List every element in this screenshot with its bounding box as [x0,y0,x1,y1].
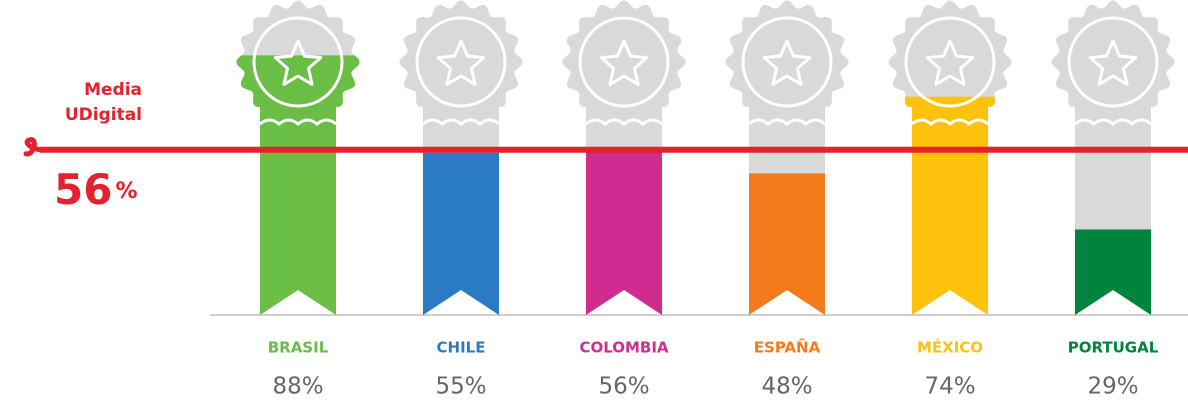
category-label: BRASIL [268,339,329,357]
bar [562,149,686,315]
badge-wave [748,118,826,126]
badge-star [599,39,649,86]
badge-ring [741,16,833,108]
badge-star [925,39,975,86]
category-label: PORTUGAL [1068,339,1159,357]
category-label: CHILE [437,339,486,357]
reference-value: 56% [54,165,138,214]
badge-star [1088,39,1138,86]
value-label: 55% [435,374,486,400]
badge-ring [904,16,996,108]
reference-curl [23,137,45,157]
badge-ring [1067,16,1159,108]
badge-wave [422,118,500,126]
reference-label: Media [84,80,142,100]
bar [888,96,1012,315]
value-label: 29% [1087,374,1138,400]
badge-ring [578,16,670,108]
category-label: MÉXICO [917,338,983,357]
badge-ring [415,16,507,108]
category-label: ESPAÑA [754,338,821,357]
badge-wave [911,118,989,126]
bar [1051,229,1175,315]
badge-wave [259,118,337,126]
badge-wave [1074,118,1152,126]
badge-star [436,39,486,86]
badge-star [273,39,323,86]
value-label: 48% [761,374,812,400]
badge-wave [585,118,663,126]
value-label: 56% [598,374,649,400]
badge-ring [252,16,344,108]
bar [725,173,849,315]
value-label: 88% [272,374,323,400]
category-label: COLOMBIA [579,339,668,357]
bar [236,55,360,315]
value-label: 74% [924,374,975,400]
reference-label: UDigital [65,105,142,125]
badge-star [762,39,812,86]
bar [399,152,523,315]
